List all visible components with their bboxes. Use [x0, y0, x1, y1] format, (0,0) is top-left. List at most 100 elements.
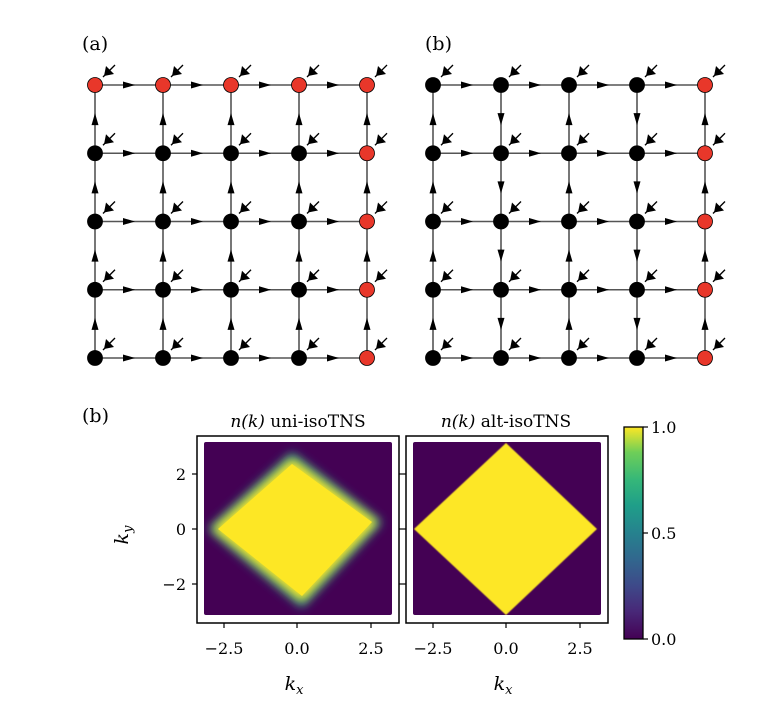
xtick-label-right: 0.0	[493, 639, 518, 658]
arrow-down-icon	[497, 317, 505, 330]
arrow-right-icon	[123, 149, 135, 157]
xtick-label-left: 0.0	[284, 639, 309, 658]
physical-leg-arrow-icon	[510, 339, 520, 349]
arrow-right-icon	[597, 81, 609, 89]
arrow-right-icon	[529, 218, 541, 225]
tensor-node	[155, 350, 171, 366]
arrow-up-icon	[227, 113, 235, 126]
physical-leg-arrow-icon	[308, 202, 318, 213]
arrow-up-icon	[227, 317, 235, 330]
arrow-down-icon	[633, 317, 641, 330]
physical-leg-arrow-icon	[714, 270, 724, 281]
arrow-up-icon	[227, 249, 235, 262]
physical-leg-arrow-icon	[510, 134, 520, 145]
colorbar	[623, 426, 648, 640]
arrow-right-icon	[327, 81, 339, 89]
tensor-node-red	[87, 77, 103, 93]
tensor-network-grid-a	[87, 64, 388, 366]
arrow-right-icon	[191, 218, 203, 225]
arrow-right-icon	[529, 81, 541, 89]
ytick-label: −2	[162, 575, 186, 594]
arrow-right-icon	[665, 81, 677, 89]
arrow-right-icon	[461, 218, 473, 225]
arrow-right-icon	[665, 354, 677, 362]
physical-leg-arrow-icon	[442, 202, 452, 213]
physical-leg-arrow-icon	[646, 134, 656, 145]
arrow-up-icon	[701, 181, 709, 194]
arrow-right-icon	[123, 286, 135, 294]
arrow-up-icon	[295, 181, 303, 194]
arrow-right-icon	[597, 149, 609, 157]
arrow-right-icon	[327, 218, 339, 225]
xtick-label-left: 2.5	[358, 639, 383, 658]
ytick-label: 2	[176, 465, 186, 484]
physical-leg-arrow-icon	[578, 202, 588, 213]
tensor-node	[629, 213, 645, 230]
physical-leg-arrow-icon	[308, 134, 318, 145]
xtick-label-right: 2.5	[567, 639, 592, 658]
xtick-label-left: −2.5	[205, 639, 244, 658]
physical-leg-arrow-icon	[510, 66, 520, 76]
arrow-up-icon	[429, 113, 437, 126]
y-axis	[192, 473, 406, 585]
arrow-down-icon	[497, 113, 505, 126]
tensor-node-red	[697, 213, 713, 230]
physical-leg-arrow-icon	[646, 270, 656, 281]
arrow-up-icon	[91, 113, 99, 126]
arrow-right-icon	[191, 149, 203, 157]
tensor-node	[223, 281, 239, 298]
arrow-up-icon	[701, 317, 709, 330]
physical-leg-arrow-icon	[308, 270, 318, 281]
tensor-node	[493, 145, 509, 162]
colorbar-tick: 1.0	[651, 418, 676, 437]
arrow-up-icon	[295, 317, 303, 330]
arrow-up-icon	[701, 113, 709, 126]
physical-leg-arrow-icon	[376, 339, 386, 349]
tensor-node	[561, 350, 577, 366]
physical-leg-arrow-icon	[308, 66, 318, 76]
tensor-node	[425, 145, 441, 162]
physical-leg-arrow-icon	[578, 66, 588, 76]
arrow-right-icon	[597, 286, 609, 294]
tensor-node	[629, 350, 645, 366]
arrow-right-icon	[461, 354, 473, 362]
colorbar-tick: 0.0	[651, 630, 676, 649]
arrow-right-icon	[191, 81, 203, 89]
tensor-node	[291, 145, 307, 162]
physical-leg-arrow-icon	[442, 66, 452, 76]
physical-leg-arrow-icon	[442, 270, 452, 281]
tensor-node	[155, 213, 171, 230]
tensor-node	[561, 145, 577, 162]
x-axis-label-right: kx	[494, 673, 514, 698]
tensor-node-red	[359, 350, 375, 366]
physical-leg-arrow-icon	[578, 339, 588, 349]
arrow-right-icon	[259, 81, 271, 89]
physical-leg-arrow-icon	[646, 202, 656, 213]
tensor-node-red	[697, 350, 713, 366]
tensor-node	[291, 350, 307, 366]
heatmap-uni-isotns: n(k) uni-isoTNS	[196, 412, 400, 624]
arrow-right-icon	[191, 286, 203, 294]
tensor-node	[425, 350, 441, 366]
arrow-up-icon	[159, 249, 167, 262]
physical-leg-arrow-icon	[376, 66, 386, 76]
arrow-down-icon	[497, 181, 505, 194]
arrow-up-icon	[429, 317, 437, 330]
tensor-node-red	[697, 281, 713, 298]
physical-leg-arrow-icon	[240, 339, 250, 349]
arrow-down-icon	[633, 113, 641, 126]
physical-leg-arrow-icon	[104, 339, 114, 349]
arrow-up-icon	[363, 181, 371, 194]
physical-leg-arrow-icon	[578, 134, 588, 145]
tensor-node	[291, 281, 307, 298]
ytick-label: 0	[176, 520, 186, 539]
physical-leg-arrow-icon	[240, 134, 250, 145]
arrow-right-icon	[665, 286, 677, 294]
arrow-up-icon	[363, 249, 371, 262]
tensor-node-red	[223, 77, 239, 93]
arrow-up-icon	[91, 317, 99, 330]
arrow-up-icon	[159, 181, 167, 194]
tensor-node	[223, 213, 239, 230]
arrow-right-icon	[259, 149, 271, 157]
